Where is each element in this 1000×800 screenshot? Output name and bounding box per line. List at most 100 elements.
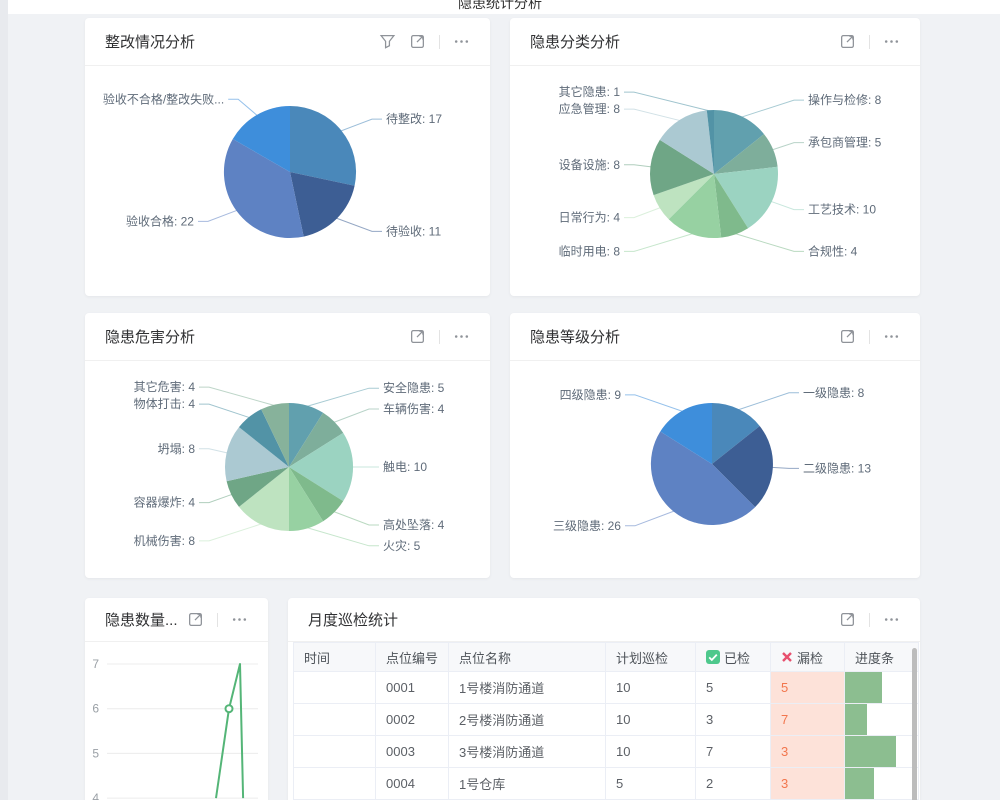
divider <box>439 34 440 49</box>
cell-progress <box>844 767 919 800</box>
top-bar: 隐患统计分析 <box>0 0 1000 14</box>
external-link-icon[interactable] <box>409 33 426 50</box>
card-title: 隐患危害分析 <box>105 329 196 346</box>
pie-slice[interactable] <box>290 105 357 186</box>
cell-time <box>293 767 376 800</box>
pie-label: 容器爆炸: 4 <box>134 495 196 510</box>
pie-slice[interactable] <box>712 403 760 464</box>
pie-slice[interactable] <box>239 467 289 531</box>
missed-icon <box>782 652 792 662</box>
label-leader-line <box>771 466 799 469</box>
pie-chart-rectification: 验收不合格/整改失败... 验收合格: 22 待整改: 17 待验收: 11 <box>103 91 442 239</box>
cell-planned: 5 <box>605 767 696 800</box>
more-icon[interactable] <box>883 328 900 345</box>
pie-label: 验收不合格/整改失败... <box>103 91 224 106</box>
card-title: 隐患等级分析 <box>530 329 621 346</box>
pie-slice[interactable] <box>660 402 712 464</box>
pie-slice[interactable] <box>668 174 722 239</box>
more-icon[interactable] <box>453 33 470 50</box>
pie-slice[interactable] <box>232 105 290 172</box>
external-link-icon[interactable] <box>839 328 856 345</box>
label-leader-line <box>333 408 379 423</box>
col-code: 点位编号 <box>375 642 449 672</box>
card-title: 月度巡检统计 <box>308 612 399 629</box>
label-leader-line <box>199 386 276 407</box>
more-icon[interactable] <box>883 611 900 628</box>
pie-chart-classification: 其它隐患: 1 应急管理: 8 设备设施: 8 日常行为: 4 临时用电: 8 操作与检修… <box>559 84 882 258</box>
pie-slice[interactable] <box>650 431 756 526</box>
cell-missed: 3 <box>770 735 845 768</box>
external-link-icon[interactable] <box>839 33 856 50</box>
cell-name: 2号楼消防通道 <box>448 703 606 736</box>
external-link-icon[interactable] <box>409 328 426 345</box>
filter-icon[interactable] <box>379 33 396 50</box>
col-name: 点位名称 <box>448 642 606 672</box>
label-leader-line <box>199 523 262 542</box>
table-row: 0003 3号楼消防通道 10 7 3 <box>293 735 919 768</box>
pie-slice[interactable] <box>712 426 773 508</box>
progress-bar <box>845 736 897 767</box>
pie-slice[interactable] <box>290 172 355 237</box>
pie-slice[interactable] <box>649 139 714 196</box>
card-header: 整改情况分析 <box>85 18 490 66</box>
pie-slice[interactable] <box>223 139 304 239</box>
more-icon[interactable] <box>883 33 900 50</box>
pie-label: 机械伤害: 8 <box>134 533 196 548</box>
pie-slice[interactable] <box>289 467 324 531</box>
cell-missed: 7 <box>770 703 845 736</box>
label-leader-line <box>741 99 804 118</box>
cell-code: 0003 <box>375 735 449 768</box>
cell-code: 0004 <box>375 767 449 800</box>
pie-label: 高处坠落: 4 <box>383 517 445 532</box>
cell-name: 1号楼消防通道 <box>448 671 606 704</box>
label-leader-line <box>624 207 661 219</box>
pie-label: 物体打击: 4 <box>134 397 196 411</box>
cell-missed: 3 <box>770 767 845 800</box>
pie-slice[interactable] <box>653 174 714 220</box>
pie-slice[interactable] <box>659 110 714 174</box>
pie-slice[interactable] <box>239 409 289 467</box>
pie-slice[interactable] <box>289 412 344 467</box>
card-actions <box>839 611 900 628</box>
y-tick-label: 5 <box>92 746 99 760</box>
cell-checked: 3 <box>695 703 771 736</box>
progress-bar <box>845 672 882 703</box>
cell-missed: 5 <box>770 671 845 704</box>
pie-slice[interactable] <box>289 402 324 467</box>
pie-slice[interactable] <box>714 134 778 174</box>
line-series <box>215 663 245 799</box>
external-link-icon[interactable] <box>839 611 856 628</box>
pie-slice[interactable] <box>714 166 779 229</box>
line-chart-quantity: 7 6 5 4 <box>92 657 258 800</box>
pie-label: 验收合格: 22 <box>126 213 194 228</box>
progress-bar <box>845 704 867 735</box>
pie-slice[interactable] <box>289 432 354 502</box>
card-title: 隐患数量... <box>105 612 178 629</box>
pie-slice[interactable] <box>714 174 749 238</box>
more-icon[interactable] <box>453 328 470 345</box>
cell-progress <box>844 671 919 704</box>
label-leader-line <box>228 98 258 117</box>
inspection-table: 时间 点位编号 点位名称 计划巡检 已检 漏检 进度条 0001 1号楼消防通道 10 5 5 0002… <box>293 642 919 800</box>
pie-slice[interactable] <box>226 467 289 507</box>
pie-label: 应急管理: 8 <box>559 101 621 116</box>
pie-slice[interactable] <box>706 109 714 174</box>
more-icon[interactable] <box>231 611 248 628</box>
card-actions <box>379 33 470 50</box>
external-link-icon[interactable] <box>187 611 204 628</box>
pie-label: 触电: 10 <box>383 460 427 474</box>
left-edge-strip <box>0 0 8 800</box>
data-point-marker[interactable] <box>224 704 234 714</box>
label-leader-line <box>335 217 382 232</box>
card-monthly: 月度巡检统计 时间 点位编号 点位名称 计划巡检 已检 漏检 进度条 0001 1号楼消防通道 1… <box>288 598 920 800</box>
cell-planned: 10 <box>605 735 696 768</box>
scrollbar-thumb[interactable] <box>912 648 917 800</box>
pie-slice[interactable] <box>225 427 289 482</box>
pie-slice[interactable] <box>714 110 764 174</box>
pie-label: 其它隐患: 1 <box>559 84 621 99</box>
pie-slice[interactable] <box>261 402 289 467</box>
cell-code: 0001 <box>375 671 449 704</box>
pie-label: 一级隐患: 8 <box>803 386 865 400</box>
pie-slice[interactable] <box>289 467 344 522</box>
cell-checked: 2 <box>695 767 771 800</box>
